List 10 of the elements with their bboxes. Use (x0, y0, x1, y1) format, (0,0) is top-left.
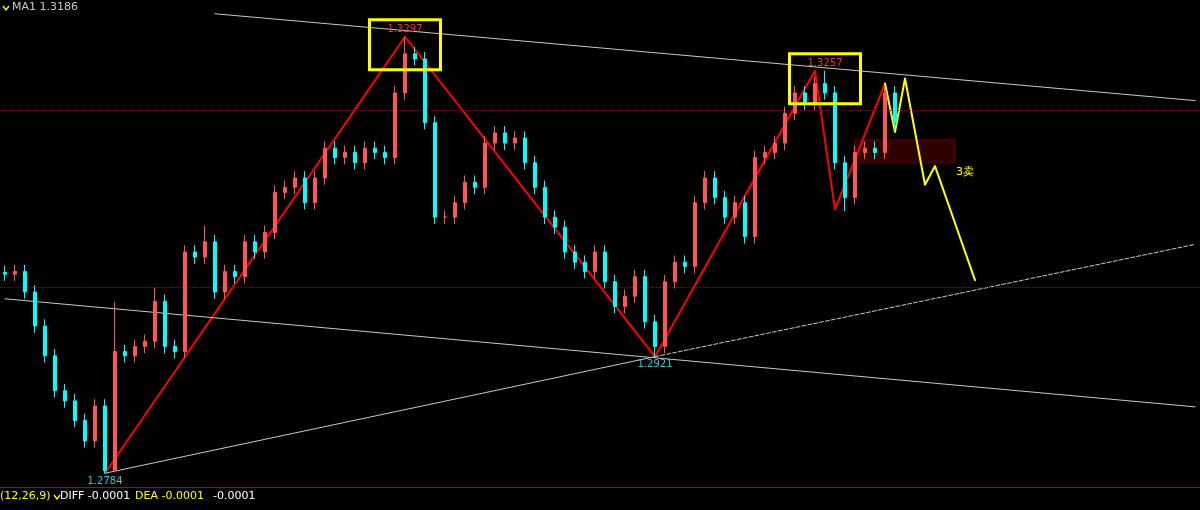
text: -0.0001 (213, 489, 256, 503)
annotation: 1.2784 (87, 474, 123, 486)
text: MA1 1.3186 (12, 0, 78, 14)
annotation: 1.3257 (807, 57, 843, 69)
text: DEA -0.0001 (135, 489, 204, 503)
band-label: 3卖 (956, 164, 974, 178)
annotation: 1.3297 (387, 23, 423, 35)
annotation: 1.2921 (637, 358, 673, 370)
text: DIFF -0.0001 (60, 489, 131, 503)
text: (12,26,9) (0, 489, 51, 503)
